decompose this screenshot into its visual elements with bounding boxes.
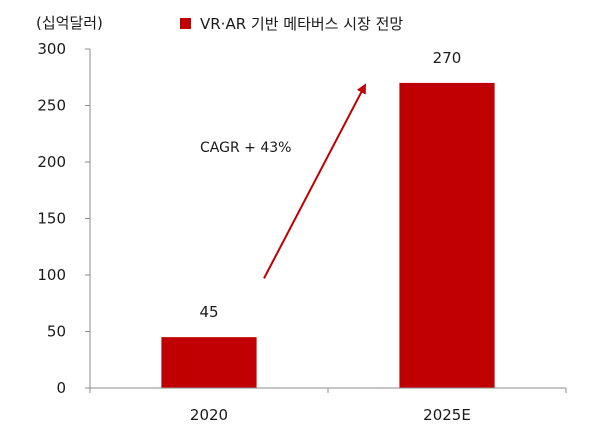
- y-tick-label: 150: [37, 210, 66, 228]
- bars: 45 270: [161, 49, 495, 389]
- bar: [161, 337, 257, 388]
- y-tick-label: 50: [47, 323, 66, 341]
- y-tick-label: 200: [37, 153, 66, 171]
- y-tick-label: 300: [37, 40, 66, 58]
- y-unit-label: (십억달러): [36, 14, 103, 32]
- bar: [399, 82, 495, 389]
- data-label: 45: [199, 303, 218, 321]
- x-tick-label: 2025E: [423, 406, 471, 424]
- data-label: 270: [433, 49, 462, 67]
- legend-label: VR·AR 기반 메타버스 시장 전망: [200, 15, 403, 33]
- x-axis: 2020 2025E: [89, 387, 567, 424]
- growth-arrow: [263, 83, 366, 279]
- x-tick-label: 2020: [190, 406, 228, 424]
- y-tick-label: 100: [37, 266, 66, 284]
- y-axis: 0 50 100 150 200 250 300: [37, 40, 91, 397]
- legend-swatch: [180, 18, 191, 29]
- cagr-annotation: CAGR + 43%: [200, 140, 291, 156]
- y-tick-label: 250: [37, 97, 66, 115]
- legend: VR·AR 기반 메타버스 시장 전망: [180, 15, 403, 33]
- y-tick-label: 0: [56, 379, 66, 397]
